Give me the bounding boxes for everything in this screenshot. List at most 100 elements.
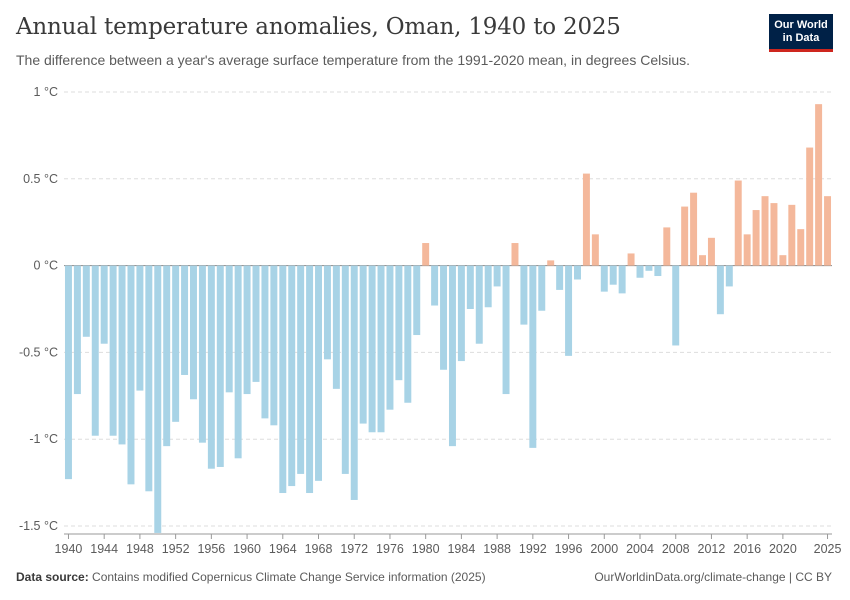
bar-1993[interactable] — [538, 265, 546, 311]
bar-1989[interactable] — [502, 265, 510, 395]
bar-1991[interactable] — [520, 265, 528, 325]
bar-2007[interactable] — [663, 227, 671, 266]
bar-2021[interactable] — [788, 204, 796, 266]
bar-1943[interactable] — [91, 265, 99, 436]
bar-1985[interactable] — [466, 265, 474, 309]
bar-1996[interactable] — [565, 265, 573, 356]
bar-2025[interactable] — [824, 196, 832, 266]
bar-1944[interactable] — [100, 265, 108, 344]
bar-2000[interactable] — [600, 265, 608, 292]
bar-1977[interactable] — [395, 265, 403, 381]
bar-1986[interactable] — [475, 265, 483, 344]
bar-2019[interactable] — [770, 203, 778, 266]
bar-1940[interactable] — [64, 265, 72, 480]
bar-1978[interactable] — [404, 265, 412, 403]
bar-1941[interactable] — [73, 265, 81, 395]
bar-1969[interactable] — [323, 265, 331, 360]
bar-1955[interactable] — [198, 265, 206, 443]
bar-2015[interactable] — [734, 180, 742, 266]
bar-1967[interactable] — [306, 265, 314, 494]
bar-2017[interactable] — [752, 210, 760, 266]
bar-1959[interactable] — [234, 265, 242, 459]
bar-2009[interactable] — [681, 206, 689, 266]
bar-1960[interactable] — [243, 265, 251, 395]
bar-1976[interactable] — [386, 265, 394, 410]
bar-1994[interactable] — [547, 260, 555, 266]
bar-2001[interactable] — [609, 265, 617, 285]
bar-2022[interactable] — [797, 229, 805, 266]
y-tick-label: 1 °C — [34, 85, 58, 99]
bar-1975[interactable] — [377, 265, 385, 433]
bar-1982[interactable] — [440, 265, 448, 370]
bar-1947[interactable] — [127, 265, 135, 485]
bar-1963[interactable] — [270, 265, 278, 426]
bar-2005[interactable] — [645, 265, 653, 271]
bar-2004[interactable] — [636, 265, 644, 278]
footer-credit[interactable]: OurWorldinData.org/climate-change | CC B… — [594, 570, 832, 584]
bar-1961[interactable] — [252, 265, 260, 382]
bar-1999[interactable] — [591, 234, 599, 266]
y-tick-label: -1 °C — [29, 432, 58, 446]
bar-1981[interactable] — [431, 265, 439, 306]
bar-1950[interactable] — [154, 265, 162, 533]
x-axis: 1940 1944 1948 1952 1956 1960 1964 1968 1972 1976… — [55, 533, 841, 556]
x-tick-label: 1996 — [555, 542, 583, 556]
bar-1987[interactable] — [484, 265, 492, 308]
x-tick-label: 2016 — [733, 542, 761, 556]
bar-1965[interactable] — [288, 265, 296, 487]
bar-2023[interactable] — [806, 147, 814, 266]
bar-1971[interactable] — [341, 265, 349, 474]
bar-1958[interactable] — [225, 265, 233, 393]
x-tick-label: 1976 — [376, 542, 404, 556]
bar-2010[interactable] — [690, 192, 698, 266]
bar-1942[interactable] — [82, 265, 90, 337]
bar-1956[interactable] — [207, 265, 215, 469]
bar-1951[interactable] — [163, 265, 171, 447]
bar-1948[interactable] — [136, 265, 144, 391]
bar-1952[interactable] — [172, 265, 180, 422]
bar-1995[interactable] — [556, 265, 564, 290]
owid-logo[interactable]: Our World in Data — [769, 14, 833, 52]
bar-1946[interactable] — [118, 265, 126, 445]
bar-1968[interactable] — [315, 265, 322, 481]
bar-2002[interactable] — [618, 265, 626, 294]
bar-1954[interactable] — [190, 265, 197, 400]
bar-1973[interactable] — [359, 265, 367, 424]
bar-1974[interactable] — [368, 265, 376, 433]
bar-1970[interactable] — [332, 265, 340, 389]
bar-2024[interactable] — [815, 104, 823, 266]
bar-2006[interactable] — [654, 265, 662, 277]
bar-2012[interactable] — [707, 237, 715, 266]
bar-1984[interactable] — [457, 265, 465, 362]
bar-1997[interactable] — [574, 265, 581, 280]
bar-1990[interactable] — [511, 243, 519, 266]
bar-1972[interactable] — [350, 265, 358, 500]
bar-1949[interactable] — [145, 265, 153, 492]
bar-1945[interactable] — [109, 265, 117, 436]
bar-1962[interactable] — [261, 265, 269, 419]
bar-1980[interactable] — [422, 243, 430, 266]
bar-2014[interactable] — [725, 265, 733, 287]
bar-2020[interactable] — [779, 255, 787, 266]
bar-2016[interactable] — [743, 234, 751, 266]
bar-1957[interactable] — [216, 265, 224, 467]
y-tick-label: 0 °C — [34, 259, 58, 273]
bar-2018[interactable] — [761, 196, 769, 266]
gridlines — [64, 91, 832, 527]
source-text[interactable]: Contains modified Copernicus Climate Cha… — [92, 570, 486, 584]
bar-1966[interactable] — [297, 265, 305, 474]
bar-2011[interactable] — [699, 255, 706, 266]
bar-1983[interactable] — [448, 265, 456, 447]
bar-1964[interactable] — [279, 265, 287, 494]
bar-1979[interactable] — [413, 265, 421, 336]
x-tick-label: 1972 — [340, 542, 368, 556]
bar-1998[interactable] — [582, 173, 590, 266]
bar-2008[interactable] — [672, 265, 680, 346]
bar-1953[interactable] — [181, 265, 189, 375]
x-tick-label: 1956 — [197, 542, 225, 556]
bar-2003[interactable] — [627, 253, 635, 266]
bar-1992[interactable] — [529, 265, 537, 448]
bar-2013[interactable] — [716, 265, 724, 315]
bar-1988[interactable] — [493, 265, 501, 287]
logo-line-1: Our World — [774, 19, 828, 31]
